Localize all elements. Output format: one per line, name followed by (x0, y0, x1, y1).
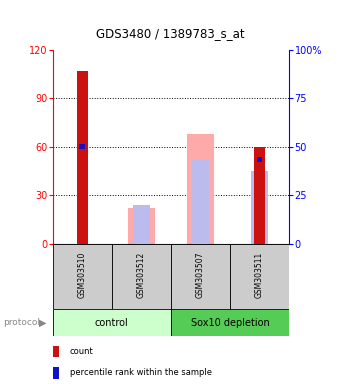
Bar (53, 309, 171, 336)
Bar (192, 160, 209, 244)
Text: GSM303511: GSM303511 (255, 252, 264, 298)
Bar (53, 244, 112, 309)
Text: GSM303507: GSM303507 (196, 252, 205, 298)
Bar (171, 244, 230, 309)
Bar (187, 134, 214, 244)
Bar (112, 244, 171, 309)
Text: count: count (70, 347, 94, 356)
Bar (77, 71, 88, 244)
Bar (79, 144, 85, 149)
Bar (133, 205, 150, 244)
Text: percentile rank within the sample: percentile rank within the sample (70, 368, 212, 377)
Bar (128, 208, 155, 244)
Text: protocol: protocol (3, 318, 40, 327)
Text: control: control (95, 318, 129, 328)
Bar (251, 171, 268, 244)
Text: GSM303512: GSM303512 (137, 252, 146, 298)
Bar (230, 244, 289, 309)
Bar (256, 157, 262, 162)
Text: GDS3480 / 1389783_s_at: GDS3480 / 1389783_s_at (96, 27, 244, 40)
Text: GSM303510: GSM303510 (78, 252, 87, 298)
Text: ▶: ▶ (39, 318, 47, 328)
Bar (254, 147, 265, 244)
Bar (171, 309, 289, 336)
Text: Sox10 depletion: Sox10 depletion (190, 318, 269, 328)
